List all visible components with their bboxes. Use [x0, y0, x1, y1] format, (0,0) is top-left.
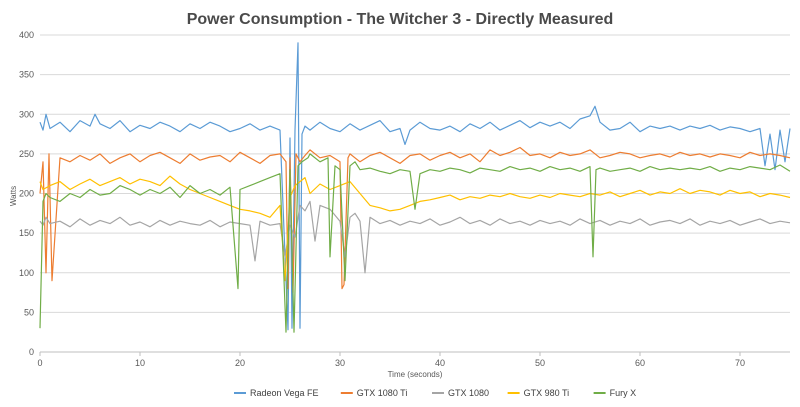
- legend-item: Radeon Vega FE: [234, 388, 319, 398]
- x-tick-label: 10: [135, 358, 145, 368]
- series-line-fury-x: [39, 153, 791, 333]
- legend-item: GTX 980 Ti: [507, 388, 570, 398]
- y-axis-label: Watts: [9, 186, 18, 206]
- series-line-gtx-1080: [39, 200, 791, 274]
- series-lines: [39, 42, 791, 333]
- y-tick-label: 0: [29, 347, 34, 357]
- y-tick-label: 100: [19, 268, 34, 278]
- legend-label: Radeon Vega FE: [250, 388, 319, 398]
- y-tick-label: 50: [24, 307, 34, 317]
- legend-label: GTX 1080: [448, 388, 489, 398]
- y-tick-label: 250: [19, 149, 34, 159]
- series-line-gtx-980-ti: [39, 175, 791, 282]
- x-tick-label: 0: [37, 358, 42, 368]
- y-tick-label: 300: [19, 109, 34, 119]
- chart-title: Power Consumption - The Witcher 3 - Dire…: [187, 11, 614, 28]
- legend: Radeon Vega FE GTX 1080 Ti GTX 1080 GTX 980…: [234, 388, 636, 398]
- y-tick-label: 150: [19, 228, 34, 238]
- legend-item: Fury X: [593, 388, 637, 398]
- legend-item: GTX 1080: [432, 388, 489, 398]
- x-axis-label: Time (seconds): [388, 370, 443, 379]
- y-tick-label: 200: [19, 189, 34, 199]
- legend-label: Fury X: [610, 388, 637, 398]
- legend-label: GTX 1080 Ti: [357, 388, 408, 398]
- axes: 0 50 100 150 200 250 300 350 400 0 10 20 30 40 50 60 70: [19, 30, 790, 368]
- legend-label: GTX 980 Ti: [524, 388, 570, 398]
- x-tick-label: 40: [435, 358, 445, 368]
- x-tick-label: 20: [235, 358, 245, 368]
- y-tick-label: 400: [19, 30, 34, 40]
- y-tick-label: 350: [19, 70, 34, 80]
- series-line-radeon-vega-fe: [39, 42, 791, 331]
- gridlines: [40, 34, 790, 313]
- x-tick-label: 70: [735, 358, 745, 368]
- x-tick-label: 50: [535, 358, 545, 368]
- legend-item: GTX 1080 Ti: [340, 388, 408, 398]
- x-tick-label: 30: [335, 358, 345, 368]
- x-tick-label: 60: [635, 358, 645, 368]
- series-line-gtx-1080-ti: [39, 146, 791, 294]
